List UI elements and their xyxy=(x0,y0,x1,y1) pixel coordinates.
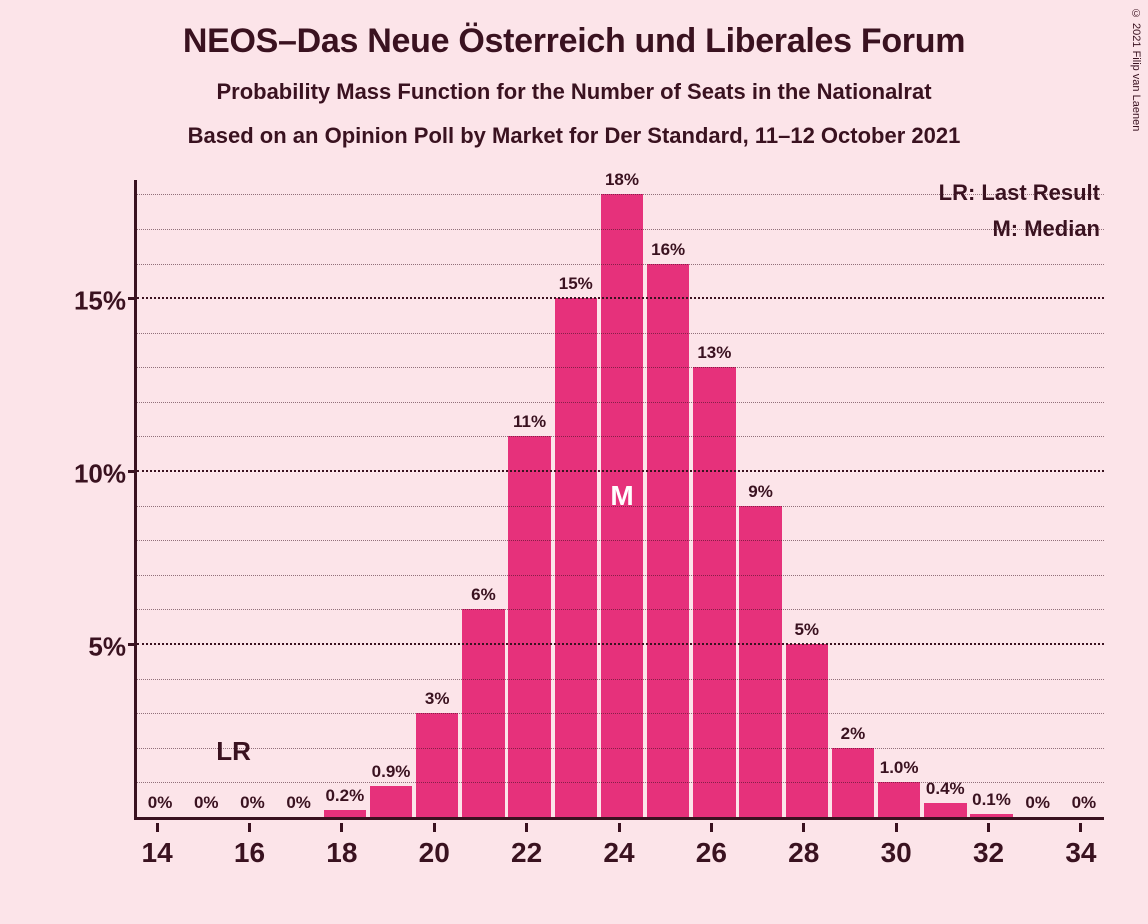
xtick-label: 34 xyxy=(1065,837,1096,869)
bar-label: 0% xyxy=(185,793,227,813)
ytick-label: 10% xyxy=(56,459,126,490)
xtick-label: 32 xyxy=(973,837,1004,869)
grid-major xyxy=(137,470,1104,472)
xtick-mark xyxy=(895,823,898,832)
bar: 3% xyxy=(416,713,458,817)
xtick-mark xyxy=(433,823,436,832)
grid-minor xyxy=(137,748,1104,749)
bar: 11% xyxy=(508,436,550,817)
grid-minor xyxy=(137,609,1104,610)
bar: 1.0% xyxy=(878,782,920,817)
xtick-label: 26 xyxy=(696,837,727,869)
bar: 0.1% xyxy=(970,814,1012,817)
bar: 5% xyxy=(786,644,828,817)
bar-label: 0.2% xyxy=(324,786,366,806)
xtick-mark xyxy=(340,823,343,832)
xtick-mark xyxy=(1079,823,1082,832)
grid-minor xyxy=(137,367,1104,368)
bar: 9% xyxy=(739,506,781,817)
bar-label: 11% xyxy=(508,412,550,432)
bar-label: 0% xyxy=(231,793,273,813)
bar-label: 0.1% xyxy=(970,790,1012,810)
chart-subtitle: Probability Mass Function for the Number… xyxy=(0,79,1148,105)
grid-minor xyxy=(137,229,1104,230)
bar-label: 15% xyxy=(555,274,597,294)
bar-label: 16% xyxy=(647,240,689,260)
bar-label: 13% xyxy=(693,343,735,363)
bar-label: 0% xyxy=(1063,793,1105,813)
chart-container: LR: Last Result M: Median 0%0%0%0%0.2%0.… xyxy=(56,180,1116,880)
bar: 13% xyxy=(693,367,735,817)
bar-label: 18% xyxy=(601,170,643,190)
bar-label: 3% xyxy=(416,689,458,709)
ytick-mark xyxy=(128,297,137,300)
grid-minor xyxy=(137,194,1104,195)
x-axis: 14 16 18 20 22 24 26 28 30 32 34 xyxy=(134,823,1104,873)
ytick-label: 15% xyxy=(56,286,126,317)
bar-label: 0.9% xyxy=(370,762,412,782)
xtick-mark xyxy=(156,823,159,832)
xtick-mark xyxy=(248,823,251,832)
bar: 0.4% xyxy=(924,803,966,817)
ytick-mark xyxy=(128,643,137,646)
xtick-label: 30 xyxy=(881,837,912,869)
chart-subtitle2: Based on an Opinion Poll by Market for D… xyxy=(0,123,1148,149)
grid-minor xyxy=(137,402,1104,403)
grid-minor xyxy=(137,540,1104,541)
bar-label: 9% xyxy=(739,482,781,502)
xtick-mark xyxy=(802,823,805,832)
bar-label: 1.0% xyxy=(878,758,920,778)
grid-minor xyxy=(137,679,1104,680)
xtick-label: 22 xyxy=(511,837,542,869)
bar-label: 5% xyxy=(785,620,827,640)
bar: 0.9% xyxy=(370,786,412,817)
ytick-label: 5% xyxy=(56,632,126,663)
xtick-mark xyxy=(987,823,990,832)
bar-label: 0% xyxy=(139,793,181,813)
bar-label: 0% xyxy=(1016,793,1058,813)
grid-minor xyxy=(137,264,1104,265)
xtick-mark xyxy=(618,823,621,832)
median-marker: M xyxy=(610,480,633,512)
bar-label: 6% xyxy=(462,585,504,605)
grid-minor xyxy=(137,713,1104,714)
ytick-mark xyxy=(128,470,137,473)
xtick-mark xyxy=(525,823,528,832)
grid-minor xyxy=(137,436,1104,437)
bar: 0.2% xyxy=(324,810,366,817)
bar-label: 2% xyxy=(832,724,874,744)
copyright-text: © 2021 Filip van Laenen xyxy=(1130,8,1142,131)
bar: 15% xyxy=(555,298,597,817)
grid-major xyxy=(137,297,1104,299)
xtick-label: 20 xyxy=(419,837,450,869)
xtick-label: 24 xyxy=(603,837,634,869)
chart-title: NEOS–Das Neue Österreich und Liberales F… xyxy=(0,0,1148,61)
grid-minor xyxy=(137,575,1104,576)
grid-minor xyxy=(137,782,1104,783)
grid-minor xyxy=(137,333,1104,334)
bar-label: 0% xyxy=(277,793,319,813)
xtick-label: 18 xyxy=(326,837,357,869)
lr-marker: LR xyxy=(216,736,251,767)
xtick-label: 14 xyxy=(142,837,173,869)
plot-area: 0%0%0%0%0.2%0.9%3%6%11%15%18%16%13%9%5%2… xyxy=(134,180,1104,820)
xtick-label: 28 xyxy=(788,837,819,869)
xtick-mark xyxy=(710,823,713,832)
xtick-label: 16 xyxy=(234,837,265,869)
grid-major xyxy=(137,643,1104,645)
